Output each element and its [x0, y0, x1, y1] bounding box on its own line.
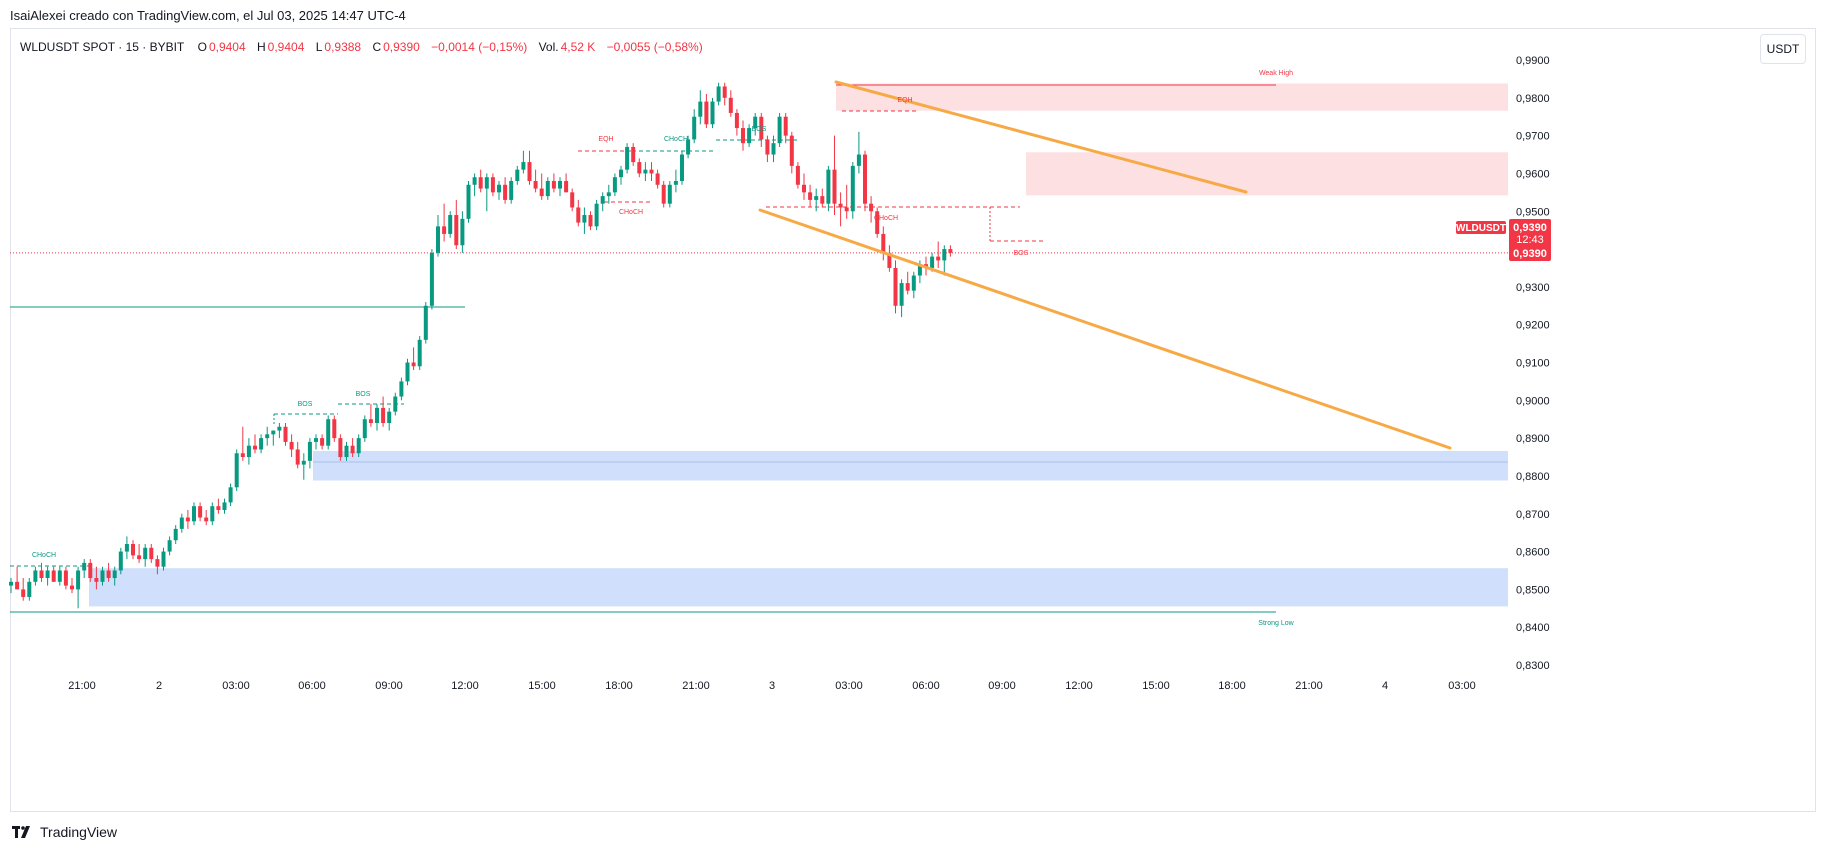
currency-unit-button[interactable]: USDT [1760, 34, 1806, 64]
tradingview-logo-icon [12, 826, 30, 838]
volume-change-value: −0,0055 (−0,58%) [606, 40, 703, 54]
high-label: H [257, 40, 266, 54]
tradingview-logo: TradingView [12, 824, 117, 840]
high-value: 0,9404 [267, 40, 305, 54]
low-label: L [315, 40, 323, 54]
symbol-label[interactable]: WLDUSDT SPOT · 15 · BYBIT [20, 40, 185, 54]
chart-frame [10, 28, 1816, 812]
open-value: 0,9404 [208, 40, 246, 54]
close-label: C [372, 40, 382, 54]
volume-value: 4,52 K [560, 40, 596, 54]
close-value: 0,9390 [383, 40, 420, 54]
volume-label: Vol. [538, 40, 559, 54]
low-value: 0,9388 [324, 40, 362, 54]
open-label: O [197, 40, 207, 54]
ohlc-legend: WLDUSDT SPOT · 15 · BYBIT O 0,9404 H 0,940… [20, 40, 711, 54]
tradingview-brand: TradingView [40, 824, 118, 840]
chart-credit: IsaiAlexei creado con TradingView.com, e… [10, 8, 406, 23]
change-value: −0,0014 (−0,15%) [431, 40, 528, 54]
